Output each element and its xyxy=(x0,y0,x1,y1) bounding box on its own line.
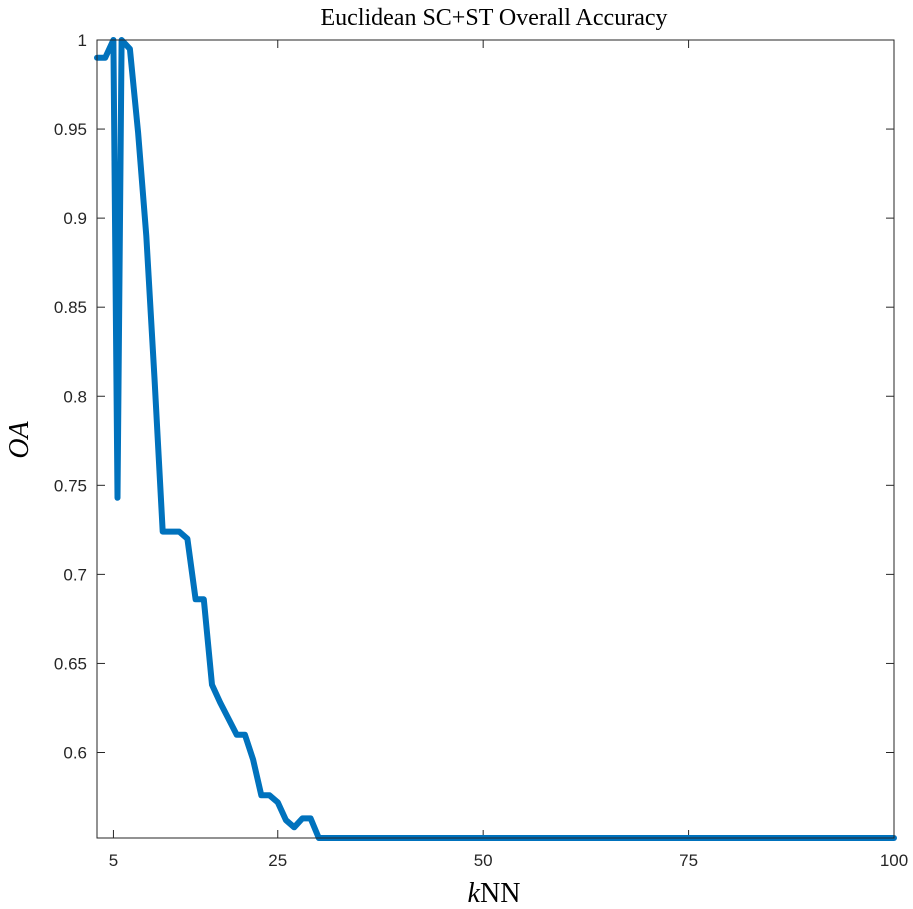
y-tick-label-2: 0.7 xyxy=(63,565,87,584)
y-axis-ticks: 0.6 0.65 0.7 0.75 0.8 0.85 0.9 0.95 1 xyxy=(54,31,894,763)
y-tick-label-8: 1 xyxy=(78,31,87,50)
x-axis-label-italic: k xyxy=(468,878,481,909)
x-axis-label-rest: NN xyxy=(480,878,520,909)
x-axis-ticks: 5 25 50 75 100 xyxy=(109,40,908,870)
x-tick-label-2: 50 xyxy=(474,851,493,870)
x-tick-label-0: 5 xyxy=(109,851,118,870)
plot-frame xyxy=(96,39,895,839)
y-tick-label-1: 0.65 xyxy=(54,654,87,673)
y-tick-label-4: 0.8 xyxy=(63,387,87,406)
chart-title: Euclidean SC+ST Overall Accuracy xyxy=(321,5,668,31)
x-tick-label-3: 75 xyxy=(679,851,698,870)
series-line-oa xyxy=(94,37,897,841)
x-tick-label-4: 100 xyxy=(880,851,908,870)
y-tick-label-0: 0.6 xyxy=(63,744,87,763)
x-axis-label: kNN xyxy=(468,878,521,909)
y-axis-label: OA xyxy=(4,420,35,458)
y-tick-label-5: 0.85 xyxy=(54,298,87,317)
y-tick-label-6: 0.9 xyxy=(63,209,87,228)
y-tick-label-7: 0.95 xyxy=(54,120,87,139)
x-tick-label-1: 25 xyxy=(268,851,287,870)
y-tick-label-3: 0.75 xyxy=(54,476,87,495)
